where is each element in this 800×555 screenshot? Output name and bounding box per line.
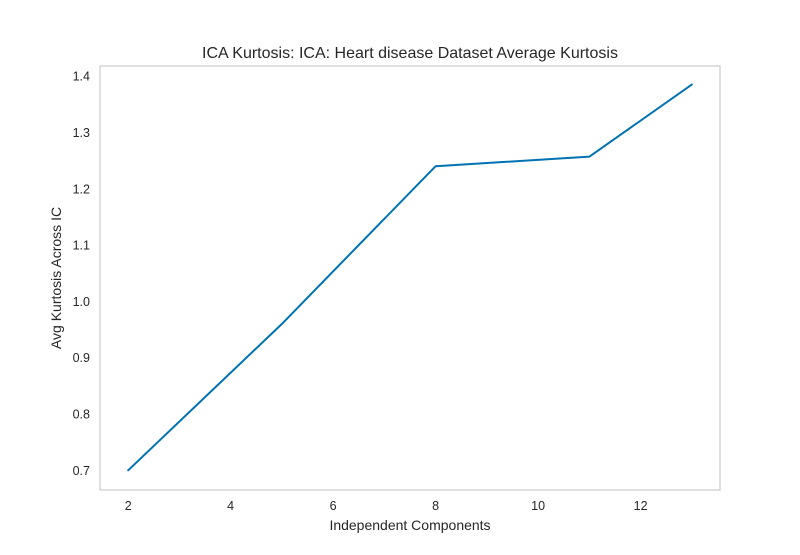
y-tick-label: 0.8: [73, 407, 90, 421]
x-axis-label: Independent Components: [329, 517, 490, 533]
x-tick-label: 2: [125, 499, 132, 513]
x-tick-label: 4: [227, 499, 234, 513]
y-tick-label: 1.0: [73, 295, 90, 309]
chart-title: ICA Kurtosis: ICA: Heart disease Dataset…: [202, 45, 618, 62]
y-tick-label: 1.3: [73, 126, 90, 140]
x-axis-ticks: 2 4 6 8 10 12: [125, 499, 648, 513]
y-axis-label: Avg Kurtosis Across IC: [48, 207, 64, 349]
x-tick-label: 10: [531, 499, 545, 513]
series-layer: [127, 83, 693, 472]
y-tick-label: 0.9: [73, 351, 90, 365]
x-tick-label: 12: [634, 499, 648, 513]
y-axis-ticks: 0.7 0.8 0.9 1.0 1.1 1.2 1.3 1.4: [73, 70, 90, 478]
y-tick-label: 1.2: [73, 182, 90, 196]
series-line: [127, 83, 693, 472]
y-tick-label: 1.1: [73, 239, 90, 253]
y-tick-label: 1.4: [73, 70, 90, 84]
x-tick-label: 8: [432, 499, 439, 513]
y-tick-label: 0.7: [73, 464, 90, 478]
x-tick-label: 6: [330, 499, 337, 513]
